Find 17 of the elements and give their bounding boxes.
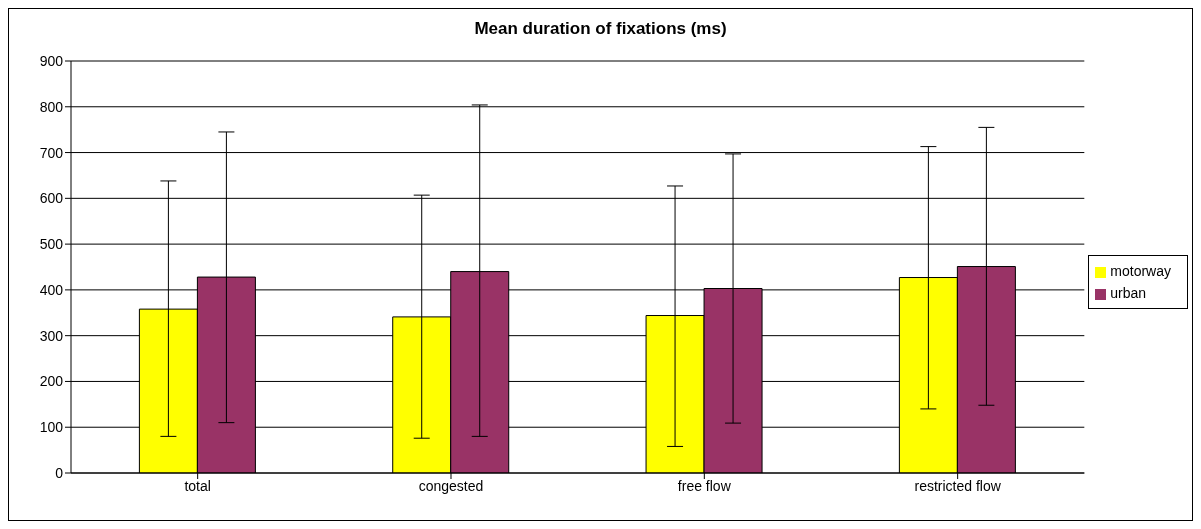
- x-tick-label: free flow: [677, 477, 732, 494]
- x-tick-label: total: [184, 477, 211, 494]
- legend-label: motorway: [1110, 263, 1171, 279]
- x-tick-label: restricted flow: [914, 477, 1002, 494]
- y-tick-label: 900: [39, 52, 64, 69]
- legend-label: urban: [1110, 285, 1147, 301]
- y-tick-label: 800: [39, 98, 64, 115]
- y-tick-label: 100: [39, 419, 64, 436]
- y-tick-label: 200: [39, 373, 64, 390]
- y-tick-label: 700: [39, 144, 64, 161]
- y-tick-label: 600: [39, 190, 64, 207]
- y-tick-label: 0: [55, 464, 64, 481]
- y-tick-label: 400: [39, 281, 64, 298]
- x-tick-label: congested: [418, 477, 484, 494]
- y-tick-label: 300: [39, 327, 64, 344]
- chart-title: Mean duration of fixations (ms): [473, 18, 728, 40]
- y-tick-label: 500: [39, 236, 64, 253]
